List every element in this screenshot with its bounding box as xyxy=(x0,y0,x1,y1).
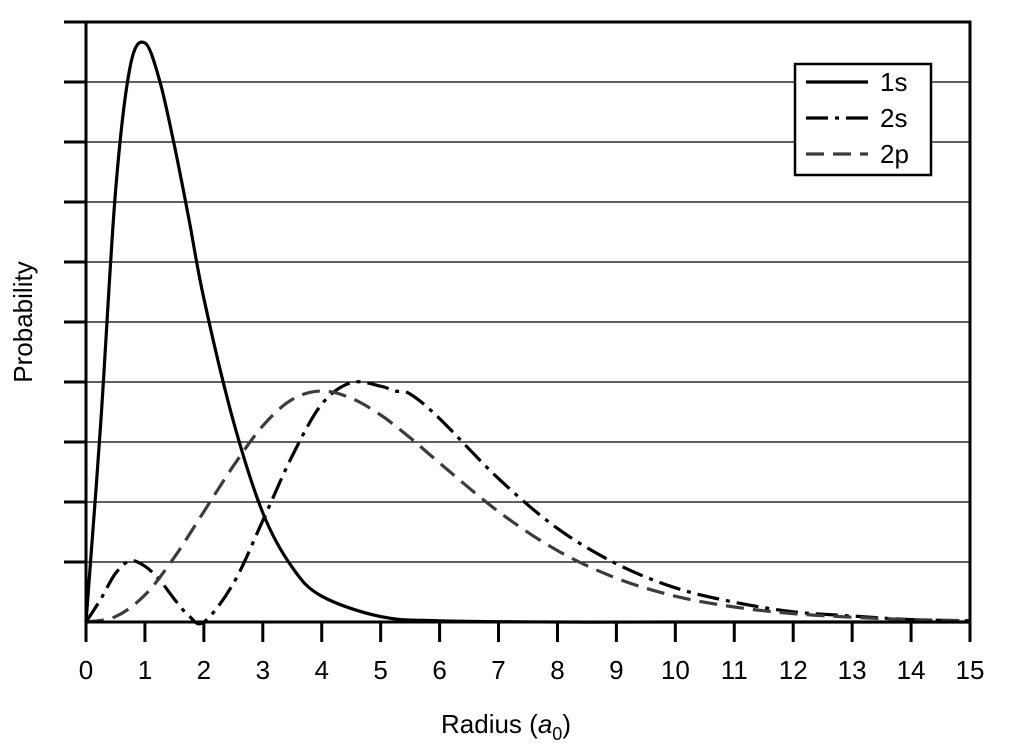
y-axis-label: Probability xyxy=(8,261,38,382)
x-axis-label: Radius (a0) xyxy=(441,709,571,744)
x-axis-label-subscript: 0 xyxy=(552,724,562,744)
legend: 1s 2s 2p xyxy=(793,62,933,177)
x-tick-label: 5 xyxy=(373,655,387,685)
legend-label-2s: 2s xyxy=(880,103,907,133)
x-tick-label: 4 xyxy=(314,655,328,685)
x-tick-label: 2 xyxy=(197,655,211,685)
plot-frame xyxy=(84,20,972,624)
x-tick-label: 13 xyxy=(838,655,867,685)
x-tick-label: 3 xyxy=(256,655,270,685)
x-tick-label: 8 xyxy=(550,655,564,685)
legend-label-2p: 2p xyxy=(880,139,909,169)
axis-ticks xyxy=(64,20,972,642)
x-tick-label: 9 xyxy=(609,655,623,685)
x-tick-label: 15 xyxy=(956,655,985,685)
x-tick-label: 11 xyxy=(721,655,748,685)
x-axis-label-close: ) xyxy=(562,709,571,739)
x-axis-label-variable: a xyxy=(538,709,552,739)
x-tick-label: 14 xyxy=(897,655,926,685)
x-tick-label: 6 xyxy=(432,655,446,685)
series-line-2s xyxy=(84,380,971,626)
legend-label-1s: 1s xyxy=(880,67,907,97)
x-tick-label: 0 xyxy=(79,655,93,685)
x-tick-label: 7 xyxy=(491,655,505,685)
x-tick-label: 10 xyxy=(661,655,690,685)
series-line-2p xyxy=(85,389,971,624)
gridlines xyxy=(86,81,970,563)
x-tick-label: 12 xyxy=(779,655,808,685)
x-tick-label: 1 xyxy=(138,655,152,685)
x-tick-labels: 0 1 2 3 4 5 6 7 8 9 10 11 12 13 14 15 xyxy=(79,655,985,685)
x-axis-label-main: Radius ( xyxy=(441,709,538,739)
